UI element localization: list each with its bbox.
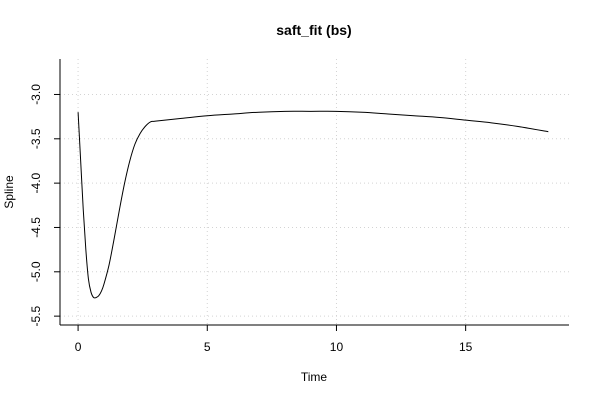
y-tick-label: -4.0 xyxy=(29,172,43,193)
y-axis-ticks: -3.0 -3.5 -4.0 -4.5 -5.0 -5.5 xyxy=(29,84,60,326)
axes xyxy=(59,59,569,326)
y-tick-label: -3.5 xyxy=(29,128,43,149)
series-line xyxy=(77,110,549,299)
y-axis-title: Spline xyxy=(2,175,16,209)
y-tick-label: -5.5 xyxy=(29,305,43,326)
y-tick-label: -3.0 xyxy=(29,84,43,105)
x-tick-label: 0 xyxy=(75,340,82,354)
grid xyxy=(60,59,569,325)
x-axis-ticks: 0 5 10 15 xyxy=(75,325,473,354)
x-tick-label: 5 xyxy=(204,340,211,354)
x-tick-label: 10 xyxy=(330,340,344,354)
series-group xyxy=(77,110,549,299)
chart-title: saft_fit (bs) xyxy=(276,22,351,38)
y-tick-label: -4.5 xyxy=(29,217,43,238)
x-tick-label: 15 xyxy=(459,340,473,354)
x-axis-title: Time xyxy=(301,370,328,384)
y-tick-label: -5.0 xyxy=(29,261,43,282)
